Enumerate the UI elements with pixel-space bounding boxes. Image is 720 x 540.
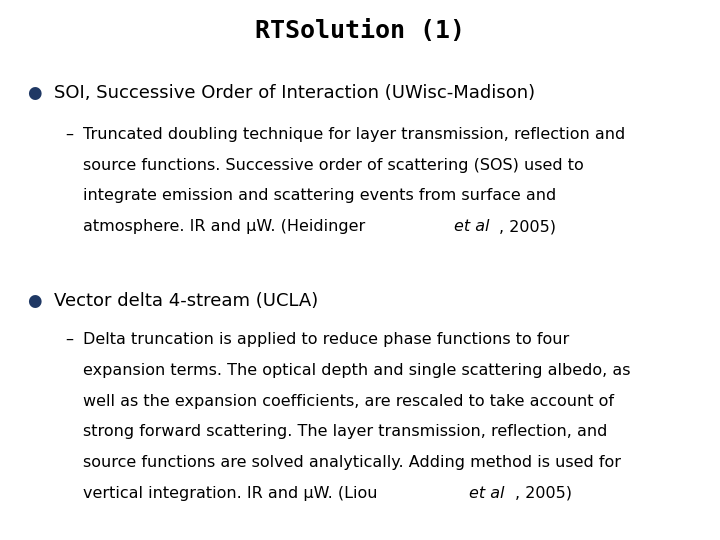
Text: , 2005): , 2005) [500,219,557,234]
Text: –: – [65,332,73,347]
Text: source functions are solved analytically. Adding method is used for: source functions are solved analytically… [83,455,621,470]
Text: Delta truncation is applied to reduce phase functions to four: Delta truncation is applied to reduce ph… [83,332,569,347]
Text: SOI, Successive Order of Interaction (UWisc-Madison): SOI, Successive Order of Interaction (UW… [54,84,535,102]
Text: strong forward scattering. The layer transmission, reflection, and: strong forward scattering. The layer tra… [83,424,607,440]
Text: et al: et al [469,486,505,501]
Text: ●: ● [27,292,42,309]
Text: , 2005): , 2005) [516,486,572,501]
Text: expansion terms. The optical depth and single scattering albedo, as: expansion terms. The optical depth and s… [83,363,630,378]
Text: Truncated doubling technique for layer transmission, reflection and: Truncated doubling technique for layer t… [83,127,625,142]
Text: et al: et al [454,219,489,234]
Text: Vector delta 4-stream (UCLA): Vector delta 4-stream (UCLA) [54,292,318,309]
Text: RTSolution (1): RTSolution (1) [255,19,465,43]
Text: atmosphere. IR and μW. (Heidinger: atmosphere. IR and μW. (Heidinger [83,219,370,234]
Text: –: – [65,127,73,142]
Text: source functions. Successive order of scattering (SOS) used to: source functions. Successive order of sc… [83,158,583,173]
Text: ●: ● [27,84,42,102]
Text: integrate emission and scattering events from surface and: integrate emission and scattering events… [83,188,556,204]
Text: well as the expansion coefficients, are rescaled to take account of: well as the expansion coefficients, are … [83,394,613,409]
Text: vertical integration. IR and μW. (Liou: vertical integration. IR and μW. (Liou [83,486,382,501]
